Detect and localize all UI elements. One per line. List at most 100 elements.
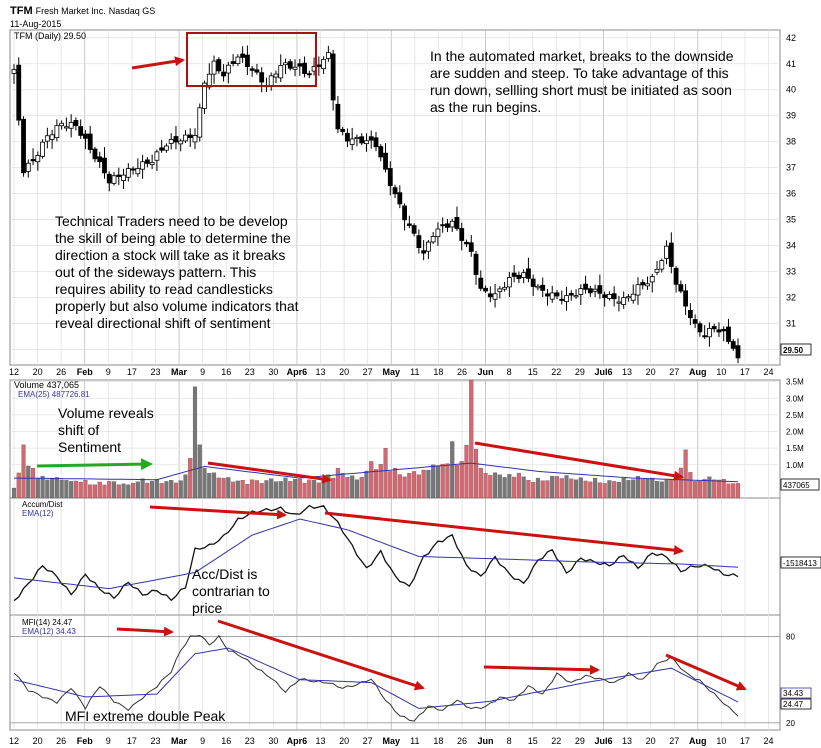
candle-body (702, 335, 708, 338)
candle-body (221, 71, 226, 77)
volume-bar (521, 476, 526, 499)
candle-body (364, 140, 369, 145)
x-tick-label: Jun (478, 736, 494, 746)
price-y-tick-label: 31 (786, 318, 796, 328)
volume-bar (292, 479, 298, 499)
candle-body (621, 297, 627, 305)
x-tick-label: Jul6 (594, 736, 612, 746)
candle-body (602, 294, 608, 298)
volume-bar (240, 480, 245, 499)
volume-bar (254, 480, 259, 499)
candle-body (340, 128, 346, 132)
volume-arrow-1 (207, 461, 332, 484)
last-ad-box (780, 556, 821, 569)
volume-y-tick-label: 1.0M (786, 461, 804, 470)
volume-y-tick-label: 2.5M (786, 411, 804, 420)
volume-bar (145, 482, 150, 499)
candle-body (430, 236, 436, 243)
x-tick-label: 26 (457, 367, 467, 377)
x-tick-label: May (382, 736, 400, 746)
company-name: Fresh Market Inc. (35, 6, 106, 16)
volume-bar (454, 464, 460, 499)
candle-body (530, 278, 536, 287)
volume-bar (59, 479, 64, 499)
price-y-tick-label: 35 (786, 215, 796, 225)
volume-bar (497, 474, 502, 499)
x-tick-label: 20 (339, 367, 349, 377)
mfi-y-tick-label: 20 (786, 719, 795, 728)
volume-bar (340, 472, 345, 499)
volume-bar (283, 477, 288, 499)
volume-bar (593, 477, 598, 499)
candle-body (283, 62, 288, 66)
x-tick-label: 27 (669, 736, 679, 746)
volume-bar (507, 474, 512, 499)
volume-bar (288, 481, 293, 499)
mfi-ema-value-box (780, 687, 812, 699)
x-tick-label: 15 (528, 367, 538, 377)
annotation-line: Technical Traders need to be develop (55, 213, 288, 229)
volume-bar (735, 483, 741, 499)
candle-body (478, 277, 484, 289)
volume-bar (307, 479, 312, 499)
x-tick-label: 23 (150, 736, 160, 746)
volume-bar (131, 482, 136, 499)
x-tick-label: Apr6 (287, 367, 308, 377)
ad-arrow-1 (149, 505, 287, 520)
volume-bar (397, 474, 402, 499)
volume-bar (450, 441, 455, 499)
candle-body (578, 288, 584, 295)
x-tick-label: 23 (150, 367, 160, 377)
x-tick-label: Jun (478, 367, 494, 377)
candle-body (25, 162, 31, 172)
volume-bar (231, 481, 236, 499)
volume-bar (383, 447, 388, 499)
x-tick-label: Jul6 (594, 367, 612, 377)
annotation-accdist: Acc/Dist is contrarian to price (192, 566, 270, 617)
volume-bar (31, 467, 36, 499)
candle-body (654, 268, 660, 273)
volume-bar (578, 477, 583, 499)
candle-body (30, 158, 36, 162)
volume-bar (435, 465, 440, 499)
volume-bar (88, 484, 93, 499)
price-y-tick-label: 41 (786, 59, 796, 69)
candle-body (411, 225, 417, 234)
volume-bar (664, 479, 669, 499)
candle-body (368, 136, 374, 141)
x-tick-label: May (382, 367, 400, 377)
candle-body (106, 173, 112, 184)
candle-body (240, 53, 246, 58)
volume-bar (645, 479, 650, 499)
candle-body (187, 134, 193, 138)
x-tick-label: 13 (316, 367, 326, 377)
candle-body (483, 287, 488, 292)
price-y-tick-label: 33 (786, 267, 796, 277)
volume-bar (631, 479, 636, 499)
volume-bar (459, 461, 464, 499)
candle-body (464, 241, 469, 245)
candle-body (306, 73, 312, 76)
volume-bar (183, 474, 188, 499)
candle-body (154, 151, 160, 161)
candle-body (149, 162, 155, 165)
candle-body (44, 135, 50, 142)
x-tick-label: 29 (575, 736, 585, 746)
volume-bar (50, 477, 55, 499)
volume-bar (583, 480, 588, 499)
x-tick-label: 12 (9, 736, 19, 746)
accum-dist-ema-line (13, 518, 739, 590)
volume-bar (526, 480, 531, 499)
x-tick-label: 9 (106, 736, 111, 746)
volume-bar (550, 475, 555, 499)
candle-body (406, 223, 412, 226)
candle-body (135, 168, 141, 175)
candle-body (549, 292, 555, 300)
candle-body (630, 293, 636, 301)
candle-body (726, 326, 731, 342)
volume-bar (697, 480, 702, 499)
candle-body (164, 145, 169, 151)
candle-body (606, 294, 612, 299)
last-volume-label: 437065 (783, 481, 810, 490)
